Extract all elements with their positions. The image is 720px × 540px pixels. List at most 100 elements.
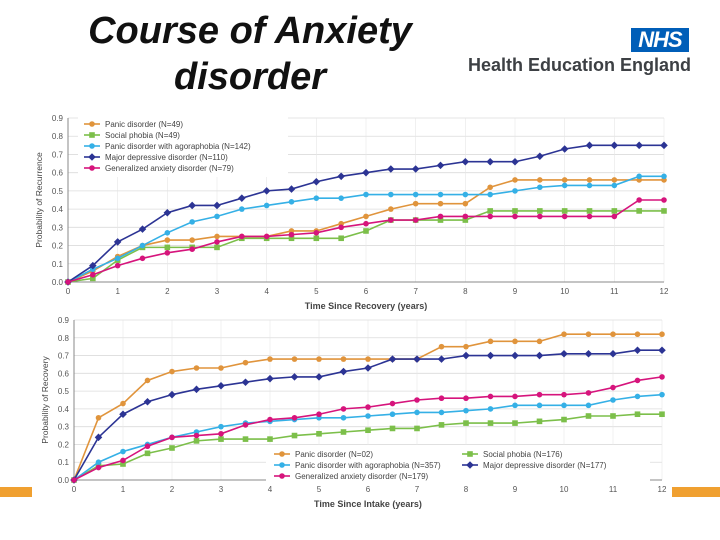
- chart1-point-gad-3: [144, 443, 151, 450]
- chart0-point-social-21: [586, 208, 593, 214]
- chart1-point-social-13: [389, 425, 396, 432]
- chart0-point-depressive-15: [436, 161, 445, 170]
- chart0-legend-label-social: Social phobia (N=49): [105, 131, 180, 140]
- chart0-point-gad-7: [239, 233, 245, 240]
- chart1-legend-label-gad: Generalized anxiety disorder (N=179): [295, 472, 429, 481]
- chart1-point-panic-6: [218, 365, 224, 371]
- chart0-xtick-11: 11: [610, 287, 619, 296]
- chart1-xtick-7: 7: [415, 485, 420, 494]
- chart1-ytick-7: 0.7: [58, 352, 70, 361]
- chart0-point-agoraphobia-23: [636, 173, 642, 180]
- chart1-point-agoraphobia-17: [487, 406, 494, 412]
- chart0-xtick-1: 1: [115, 287, 120, 296]
- chart1-xtick-4: 4: [268, 485, 273, 494]
- chart1-point-agoraphobia-11: [340, 414, 347, 421]
- chart0-point-gad-21: [586, 213, 593, 220]
- chart0-point-social-6: [214, 244, 220, 251]
- chart1-xtick-8: 8: [464, 485, 469, 494]
- chart0-point-gad-17: [487, 213, 493, 220]
- chart1-point-panic-11: [340, 356, 347, 362]
- chart0-point-social-15: [437, 217, 444, 223]
- chart0-point-gad-13: [388, 217, 394, 223]
- chart1-point-social-23: [634, 411, 641, 418]
- recovery-chart-panel: 0.0 0.1 0.2 0.3 0.4 0.5 0.6 0.7 0.8 0.9 0 1 2 3 4 5 6 7 8 9…: [32, 312, 672, 512]
- chart1-point-social-19: [536, 418, 543, 425]
- chart0-xtick-2: 2: [165, 287, 170, 296]
- chart1-point-gad-7: [242, 422, 249, 428]
- chart0-ytick-9: 0.9: [52, 114, 64, 123]
- chart0-legend-marker-panic: [89, 121, 95, 127]
- chart1-point-gad-9: [291, 414, 298, 421]
- chart0-xtick-10: 10: [560, 287, 569, 296]
- chart1-point-agoraphobia-12: [365, 413, 371, 419]
- chart1-point-social-4: [169, 445, 175, 451]
- chart0-series-gad: [65, 197, 667, 285]
- chart1-legend-label-depressive: Major depressive disorder (N=177): [483, 461, 607, 470]
- chart1-series-social: [71, 411, 665, 483]
- chart0-point-social-12: [363, 228, 369, 234]
- chart1-point-gad-22: [610, 384, 616, 391]
- chart1-point-panic-15: [438, 343, 445, 350]
- chart0-point-depressive-16: [461, 157, 470, 166]
- chart1-xtick-10: 10: [560, 485, 569, 494]
- chart1-point-depressive-13: [388, 355, 397, 363]
- chart0-ytick-7: 0.7: [52, 150, 64, 159]
- chart1-point-panic-16: [463, 343, 469, 350]
- chart0-point-panic-22: [611, 177, 618, 183]
- chart0-point-depressive-14: [411, 165, 420, 173]
- chart0-point-gad-4: [164, 250, 171, 256]
- chart0-legend: Panic disorder (N=49) Social phobia (N=49…: [78, 116, 288, 177]
- chart1-point-social-16: [463, 420, 469, 426]
- chart0-point-depressive-6: [213, 201, 221, 210]
- chart0-xtick-9: 9: [513, 287, 518, 296]
- chart1-ytick-5: 0.5: [58, 387, 70, 396]
- chart0-ytick-1: 0.1: [52, 260, 64, 269]
- chart0-xtick-6: 6: [364, 287, 369, 296]
- chart1-xtick-5: 5: [317, 485, 322, 494]
- chart1-series-panic: [71, 331, 665, 483]
- chart0-point-gad-8: [263, 233, 270, 240]
- chart0-point-gad-2: [114, 262, 121, 269]
- chart1-point-gad-10: [316, 411, 322, 418]
- chart1-point-panic-12: [365, 356, 371, 362]
- recovery-chart: 0.00.10.20.30.40.50.60.70.80.90 1 2 3 4 5 6 7 8 9…: [40, 316, 667, 509]
- chart0-point-social-10: [313, 235, 320, 242]
- chart0-point-agoraphobia-24: [661, 173, 667, 180]
- chart1-point-social-17: [487, 420, 494, 426]
- chart0-point-agoraphobia-12: [363, 191, 369, 198]
- chart0-point-panic-12: [363, 213, 369, 220]
- chart0-point-agoraphobia-22: [611, 182, 618, 189]
- chart0-legend-label-gad: Generalized anxiety disorder (N=79): [105, 164, 234, 173]
- chart0-xlabel: Time Since Recovery (years): [305, 301, 427, 311]
- chart0-point-depressive-8: [262, 187, 271, 195]
- chart1-point-social-3: [144, 450, 151, 457]
- chart0-xtick-12: 12: [660, 287, 669, 296]
- chart1-xlabel: Time Since Intake (years): [314, 499, 422, 509]
- chart1-point-depressive-5: [192, 385, 201, 394]
- chart0-point-social-18: [512, 208, 518, 214]
- chart1-point-agoraphobia-18: [512, 402, 518, 409]
- chart1-point-panic-5: [193, 365, 200, 371]
- chart0-point-agoraphobia-16: [462, 191, 469, 198]
- chart0-point-gad-18: [512, 213, 518, 220]
- chart0-point-agoraphobia-15: [437, 191, 444, 198]
- chart1-point-social-12: [365, 427, 371, 434]
- chart1-ytick-9: 0.9: [58, 316, 70, 325]
- chart0-point-panic-6: [214, 233, 220, 240]
- chart1-legend-label-social: Social phobia (N=176): [483, 450, 563, 459]
- chart0-point-depressive-9: [287, 185, 296, 193]
- chart0-point-agoraphobia-7: [239, 206, 245, 212]
- chart0-point-gad-10: [313, 230, 320, 236]
- chart1-point-gad-19: [536, 391, 543, 398]
- chart0-point-gad-23: [636, 197, 642, 203]
- chart0-point-depressive-7: [238, 194, 246, 202]
- chart0-point-gad-14: [412, 217, 419, 223]
- chart0-xtick-5: 5: [314, 287, 319, 296]
- chart1-point-social-6: [218, 436, 224, 442]
- chart0-point-depressive-19: [536, 152, 544, 161]
- chart0-point-agoraphobia-18: [512, 188, 518, 194]
- chart1-ytick-3: 0.3: [58, 423, 70, 432]
- chart0-series-agoraphobia: [65, 173, 667, 285]
- chart1-legend-marker-gad: [279, 473, 285, 479]
- chart0-ytick-2: 0.2: [52, 242, 64, 251]
